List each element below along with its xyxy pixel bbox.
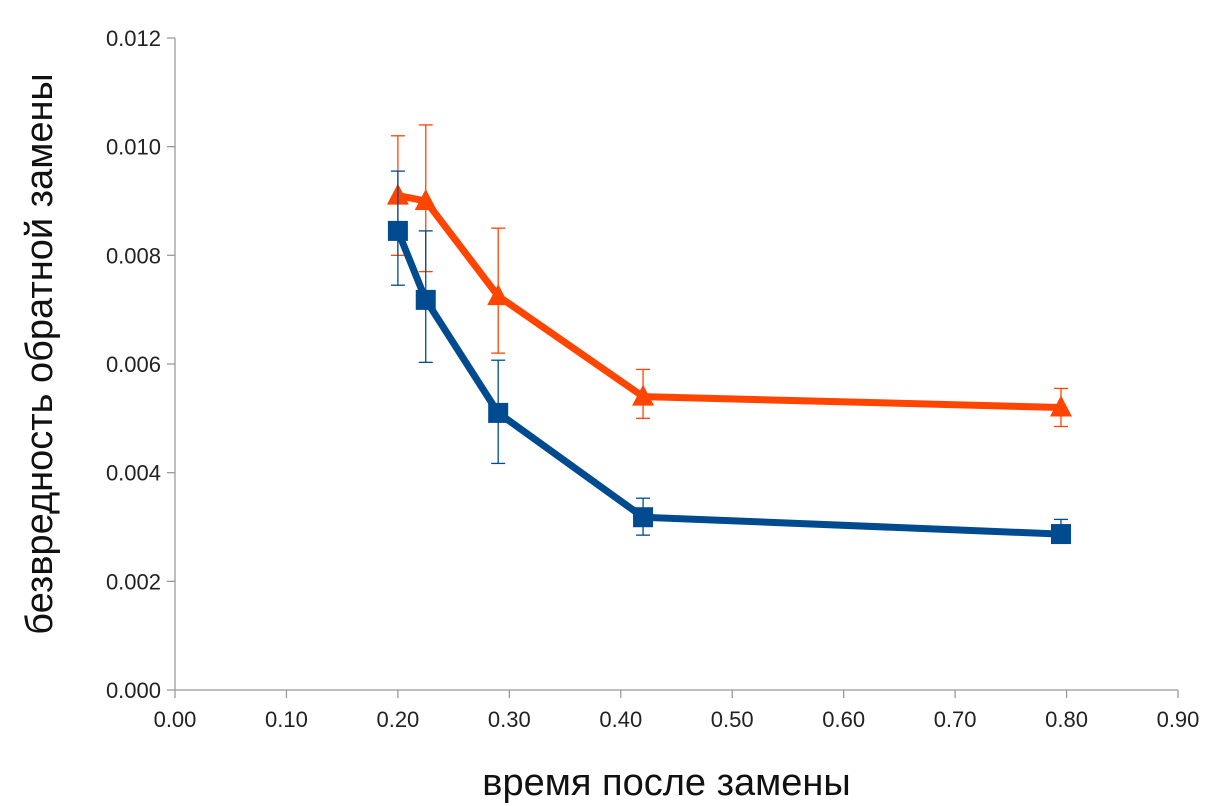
series-2 (387, 170, 1071, 545)
y-tick-label: 0.008 (106, 243, 161, 268)
data-point (632, 384, 655, 406)
series-1 (386, 124, 1072, 428)
x-tick-label: 0.20 (376, 707, 419, 732)
x-axis-title: время после замены (482, 762, 850, 804)
y-tick-label: 0.000 (106, 678, 161, 703)
data-point (387, 220, 408, 241)
data-point (414, 189, 437, 210)
y-tick-label: 0.006 (106, 352, 161, 377)
x-tick-label: 0.70 (934, 707, 977, 732)
data-point (487, 284, 510, 306)
data-point (633, 507, 654, 528)
series-layer (386, 124, 1072, 545)
x-tick-label: 0.90 (1157, 707, 1200, 732)
x-tick-label: 0.50 (711, 707, 754, 732)
y-axis-title: безвредность обратной замены (19, 73, 61, 634)
x-tick-label: 0.60 (822, 707, 865, 732)
x-ticks: 0.00 0.10 0.20 0.30 0.40 0.50 0.60 0.70 0.80 0.90 (154, 690, 1200, 732)
data-point (488, 402, 509, 423)
x-tick-label: 0.40 (599, 707, 642, 732)
y-tick-label: 0.010 (106, 135, 161, 160)
x-tick-label: 0.30 (488, 707, 531, 732)
axes (174, 38, 1178, 691)
y-tick-label: 0.012 (106, 26, 161, 51)
y-tick-label: 0.004 (106, 461, 161, 486)
data-point (415, 289, 436, 310)
data-point (1049, 395, 1072, 417)
x-tick-label: 0.00 (154, 707, 197, 732)
data-point (1050, 524, 1071, 545)
series-line (394, 229, 1062, 538)
x-tick-label: 0.10 (265, 707, 308, 732)
y-ticks: 0.000 0.002 0.004 0.006 0.008 0.010 0.012 (106, 26, 175, 703)
y-tick-label: 0.002 (106, 569, 161, 594)
x-tick-label: 0.80 (1045, 707, 1088, 732)
